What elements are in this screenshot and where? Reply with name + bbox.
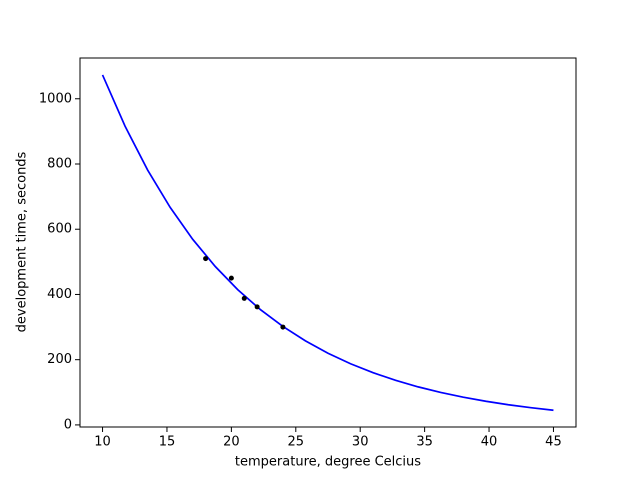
y-tick-label: 800 [47,156,72,171]
line [101,74,554,412]
x-tick-label: 10 [94,435,111,450]
x-tick-label: 25 [288,435,305,450]
x-tick-label: 15 [159,435,176,450]
y-tick-label: 1000 [39,91,72,106]
y-tick-label: 0 [64,417,72,432]
y-tick-label: 200 [47,352,72,367]
x-tick-label: 40 [481,435,498,450]
y-tick-label: 600 [47,222,72,237]
y-axis-label: development time, seconds [15,151,30,332]
scatter-point [203,256,209,262]
x-axis-label: temperature, degree Celcius [235,455,421,470]
y-tick-label: 400 [47,287,72,302]
scatter-point [241,295,247,301]
scatter-point [280,324,286,330]
scatter-point [254,304,260,310]
scatter-point [228,275,234,281]
plot-frame [79,57,577,428]
x-tick-label: 30 [352,435,369,450]
x-tick-label: 20 [223,435,240,450]
x-tick-label: 45 [545,435,562,450]
x-tick-label: 35 [416,435,433,450]
